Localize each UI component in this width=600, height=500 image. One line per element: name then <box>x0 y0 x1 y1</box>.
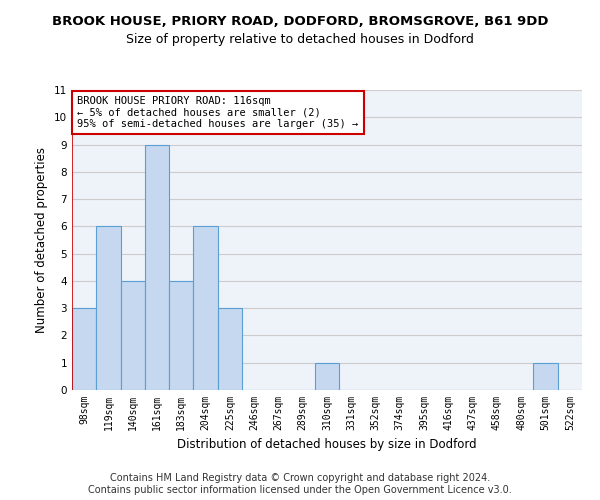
Bar <box>72 308 96 390</box>
Y-axis label: Number of detached properties: Number of detached properties <box>35 147 49 333</box>
Bar <box>145 144 169 390</box>
Bar <box>193 226 218 390</box>
Bar <box>315 362 339 390</box>
X-axis label: Distribution of detached houses by size in Dodford: Distribution of detached houses by size … <box>177 438 477 452</box>
Text: BROOK HOUSE, PRIORY ROAD, DODFORD, BROMSGROVE, B61 9DD: BROOK HOUSE, PRIORY ROAD, DODFORD, BROMS… <box>52 15 548 28</box>
Text: Contains HM Land Registry data © Crown copyright and database right 2024.
Contai: Contains HM Land Registry data © Crown c… <box>88 474 512 495</box>
Bar <box>218 308 242 390</box>
Text: Size of property relative to detached houses in Dodford: Size of property relative to detached ho… <box>126 32 474 46</box>
Bar <box>533 362 558 390</box>
Bar <box>169 281 193 390</box>
Bar <box>121 281 145 390</box>
Text: BROOK HOUSE PRIORY ROAD: 116sqm
← 5% of detached houses are smaller (2)
95% of s: BROOK HOUSE PRIORY ROAD: 116sqm ← 5% of … <box>77 96 358 129</box>
Bar <box>96 226 121 390</box>
